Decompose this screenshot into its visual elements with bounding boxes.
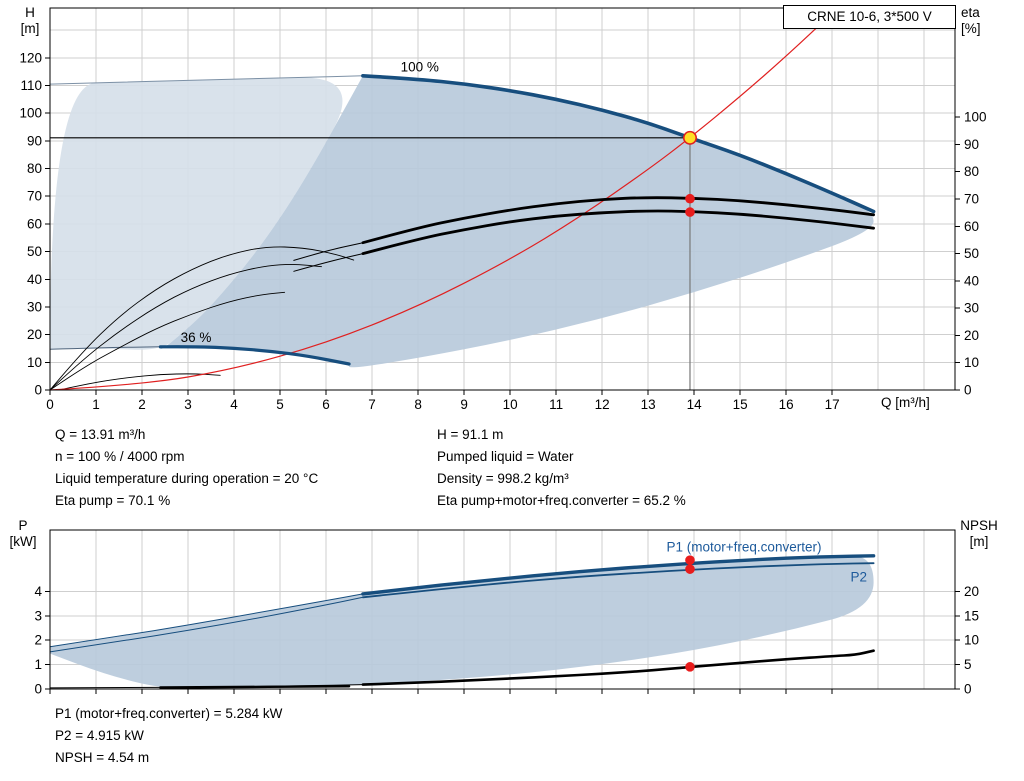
svg-text:6: 6 xyxy=(322,397,330,412)
info-eta-pump: Eta pump = 70.1 % xyxy=(55,493,171,508)
q-axis-title: Q [m³/h] xyxy=(881,395,930,410)
npsh-axis-title-line2: [m] xyxy=(969,534,989,549)
svg-text:0: 0 xyxy=(34,383,42,398)
svg-text:100: 100 xyxy=(964,110,987,125)
svg-text:80: 80 xyxy=(27,161,42,176)
svg-text:0: 0 xyxy=(964,383,972,398)
pump-model-box: CRNE 10-6, 3*500 V xyxy=(783,5,956,29)
svg-text:50: 50 xyxy=(27,244,42,259)
svg-text:120: 120 xyxy=(19,50,42,65)
p-axis-title-line1: P xyxy=(18,518,28,533)
svg-text:9: 9 xyxy=(460,397,468,412)
power-npsh-chart: 0 1 2 3 4 0 5 10 15 20 P1 (motor+freq.converter) P2 xyxy=(34,529,979,697)
svg-text:14: 14 xyxy=(687,397,703,412)
svg-text:70: 70 xyxy=(27,189,42,204)
svg-text:1: 1 xyxy=(34,657,42,672)
svg-text:12: 12 xyxy=(595,397,610,412)
svg-text:60: 60 xyxy=(27,216,42,231)
svg-text:8: 8 xyxy=(414,397,422,412)
h-axis-title-line1: H xyxy=(25,5,35,20)
info-p2: P2 = 4.915 kW xyxy=(55,728,144,743)
svg-text:13: 13 xyxy=(641,397,656,412)
svg-text:0: 0 xyxy=(34,682,42,697)
svg-text:4: 4 xyxy=(34,584,42,599)
svg-text:50: 50 xyxy=(964,246,979,261)
eta-axis-title: eta [%] xyxy=(961,5,1005,37)
svg-text:10: 10 xyxy=(503,397,518,412)
p-axis-title-line2: [kW] xyxy=(9,534,37,549)
h-axis-title-line2: [m] xyxy=(20,21,40,36)
info-flow: Q = 13.91 m³/h xyxy=(55,427,146,442)
npsh-axis-title-line1: NPSH xyxy=(960,518,998,533)
svg-text:16: 16 xyxy=(779,397,794,412)
svg-text:70: 70 xyxy=(964,192,979,207)
svg-text:36 %: 36 % xyxy=(181,330,212,345)
hq-eta-chart: 0 1 2 3 4 5 6 7 8 9 10 11 12 13 14 15 16 1701020304050607… xyxy=(19,7,987,412)
svg-text:2: 2 xyxy=(34,633,42,648)
npsh-axis-title: NPSH [m] xyxy=(950,518,1008,550)
svg-text:0: 0 xyxy=(964,682,972,697)
svg-text:20: 20 xyxy=(964,584,979,599)
svg-text:30: 30 xyxy=(964,301,979,316)
svg-text:110: 110 xyxy=(20,78,42,93)
svg-text:80: 80 xyxy=(964,164,979,179)
svg-text:20: 20 xyxy=(27,327,42,342)
svg-text:10: 10 xyxy=(27,355,42,370)
svg-text:100 %: 100 % xyxy=(401,60,439,75)
svg-text:90: 90 xyxy=(964,137,979,152)
svg-text:40: 40 xyxy=(964,273,979,288)
info-head: H = 91.1 m xyxy=(437,427,504,442)
svg-text:5: 5 xyxy=(276,397,284,412)
svg-text:10: 10 xyxy=(964,355,979,370)
svg-text:60: 60 xyxy=(964,219,979,234)
svg-text:5: 5 xyxy=(964,657,972,672)
svg-text:90: 90 xyxy=(27,133,42,148)
svg-text:2: 2 xyxy=(138,397,146,412)
info-speed: n = 100 % / 4000 rpm xyxy=(55,449,185,464)
svg-text:30: 30 xyxy=(27,299,42,314)
p-axis-title: P [kW] xyxy=(2,518,44,550)
svg-text:11: 11 xyxy=(549,397,563,412)
svg-text:P1 (motor+freq.converter): P1 (motor+freq.converter) xyxy=(667,540,822,555)
h-axis-title: H [m] xyxy=(12,5,48,37)
svg-text:3: 3 xyxy=(184,397,192,412)
svg-text:17: 17 xyxy=(825,397,840,412)
svg-text:15: 15 xyxy=(964,608,979,623)
eta-axis-title-line1: eta xyxy=(961,5,980,20)
svg-text:4: 4 xyxy=(230,397,238,412)
info-liquid: Pumped liquid = Water xyxy=(437,449,574,464)
eta-axis-title-line2: [%] xyxy=(961,21,981,36)
svg-text:15: 15 xyxy=(733,397,748,412)
svg-text:100: 100 xyxy=(19,106,42,121)
svg-text:7: 7 xyxy=(368,397,376,412)
svg-text:3: 3 xyxy=(34,608,42,623)
svg-text:0: 0 xyxy=(46,397,54,412)
svg-text:1: 1 xyxy=(92,397,100,412)
info-temperature: Liquid temperature during operation = 20… xyxy=(55,471,319,486)
info-p1: P1 (motor+freq.converter) = 5.284 kW xyxy=(55,706,283,721)
info-eta-total: Eta pump+motor+freq.converter = 65.2 % xyxy=(437,493,686,508)
svg-text:40: 40 xyxy=(27,272,42,287)
info-npsh: NPSH = 4.54 m xyxy=(55,750,150,765)
svg-text:P2: P2 xyxy=(851,570,868,585)
info-density: Density = 998.2 kg/m³ xyxy=(437,471,569,486)
svg-text:20: 20 xyxy=(964,328,979,343)
svg-text:10: 10 xyxy=(964,633,979,648)
